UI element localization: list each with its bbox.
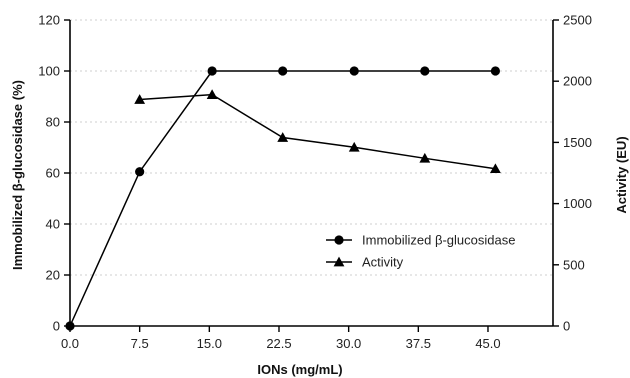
legend-label: Activity — [362, 255, 404, 270]
x-tick-label: 45.0 — [475, 336, 500, 351]
x-tick-label: 0.0 — [61, 336, 79, 351]
y-left-tick-label: 60 — [46, 166, 60, 181]
data-point — [65, 321, 75, 331]
data-point — [277, 132, 289, 142]
legend-item: Immobilized β-glucosidase — [326, 233, 515, 248]
legend-circle-marker — [334, 235, 344, 245]
y-left-tick-label: 0 — [53, 319, 60, 334]
y-axis-right-title: Activity (EU) — [614, 136, 629, 213]
x-tick-label: 15.0 — [197, 336, 222, 351]
data-point — [207, 66, 217, 76]
data-point — [490, 66, 501, 76]
legend-triangle-marker — [333, 256, 345, 267]
data-point — [419, 152, 431, 163]
y-right-tick-label: 2500 — [563, 13, 592, 28]
data-point — [420, 66, 430, 76]
y-left-tick-label: 40 — [46, 217, 60, 232]
data-point — [490, 163, 501, 174]
y-left-tick-label: 80 — [46, 115, 60, 130]
series-layer — [65, 66, 501, 331]
series-immobilized — [65, 66, 501, 331]
legend: Immobilized β-glucosidase Activity — [326, 233, 515, 270]
axes: 0 20 40 60 80 100 120 0 500 1000 1500 2000 2500 0.0 7.… — [38, 13, 592, 352]
x-tick-label: 22.5 — [266, 336, 291, 351]
legend-label: Immobilized β-glucosidase — [362, 233, 515, 248]
legend-item: Activity — [326, 255, 404, 270]
x-tick-label: 30.0 — [336, 336, 361, 351]
y-axis-left-title: Immobilized β-glucosidase (%) — [10, 80, 25, 270]
data-point — [349, 66, 359, 76]
y-right-tick-label: 1500 — [563, 135, 592, 150]
series-activity — [134, 89, 501, 174]
y-left-tick-label: 100 — [38, 64, 60, 79]
y-right-tick-label: 2000 — [563, 74, 592, 89]
y-right-tick-label: 1000 — [563, 196, 592, 211]
data-point — [278, 66, 288, 76]
y-right-tick-label: 0 — [563, 319, 570, 334]
data-point — [134, 94, 146, 104]
y-right-tick-label: 500 — [563, 257, 585, 272]
y-left-tick-label: 20 — [46, 268, 60, 283]
series-line — [139, 93, 496, 170]
y-left-tick-label: 120 — [38, 13, 60, 28]
data-point — [348, 141, 360, 152]
x-tick-label: 7.5 — [131, 336, 149, 351]
data-point — [206, 89, 218, 99]
x-axis-title: IONs (mg/mL) — [257, 362, 342, 377]
series-line — [69, 70, 496, 327]
data-point — [135, 167, 145, 177]
x-tick-label: 37.5 — [406, 336, 431, 351]
